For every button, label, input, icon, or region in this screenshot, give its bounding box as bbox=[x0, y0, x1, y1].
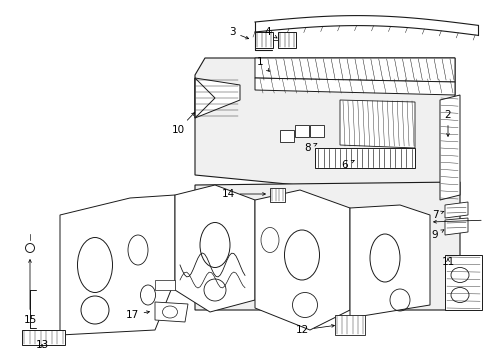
Polygon shape bbox=[175, 185, 254, 312]
Text: 15: 15 bbox=[23, 260, 37, 325]
Polygon shape bbox=[339, 100, 414, 148]
Polygon shape bbox=[269, 188, 285, 202]
Text: 8: 8 bbox=[304, 143, 316, 153]
Text: 6: 6 bbox=[341, 160, 353, 170]
Text: 12: 12 bbox=[295, 324, 334, 335]
Text: 10: 10 bbox=[171, 113, 194, 135]
Polygon shape bbox=[254, 190, 349, 330]
Polygon shape bbox=[444, 202, 467, 218]
Polygon shape bbox=[254, 78, 454, 95]
Polygon shape bbox=[349, 205, 429, 318]
Polygon shape bbox=[254, 58, 454, 82]
Polygon shape bbox=[278, 32, 295, 48]
Polygon shape bbox=[294, 125, 308, 137]
Text: 17: 17 bbox=[125, 310, 149, 320]
Polygon shape bbox=[334, 315, 364, 335]
Text: 2: 2 bbox=[444, 110, 450, 136]
Polygon shape bbox=[195, 78, 240, 118]
Polygon shape bbox=[309, 125, 324, 137]
Polygon shape bbox=[444, 255, 481, 310]
Polygon shape bbox=[60, 195, 175, 335]
Ellipse shape bbox=[25, 243, 35, 252]
Polygon shape bbox=[254, 32, 272, 48]
Text: 7: 7 bbox=[431, 210, 443, 220]
Text: 4: 4 bbox=[264, 27, 276, 38]
Polygon shape bbox=[444, 218, 467, 235]
Polygon shape bbox=[22, 330, 65, 345]
Text: 9: 9 bbox=[431, 230, 443, 240]
Text: 16: 16 bbox=[0, 359, 1, 360]
Polygon shape bbox=[195, 58, 454, 195]
Polygon shape bbox=[155, 302, 187, 322]
Text: 13: 13 bbox=[35, 340, 48, 350]
Polygon shape bbox=[280, 130, 293, 142]
Text: 5: 5 bbox=[433, 215, 488, 225]
Text: 3: 3 bbox=[228, 27, 248, 39]
Polygon shape bbox=[155, 280, 175, 290]
Polygon shape bbox=[314, 148, 414, 168]
Text: 1: 1 bbox=[256, 57, 269, 71]
Text: 14: 14 bbox=[221, 189, 265, 199]
Text: 11: 11 bbox=[441, 257, 454, 267]
Polygon shape bbox=[195, 182, 459, 310]
Polygon shape bbox=[439, 95, 459, 200]
